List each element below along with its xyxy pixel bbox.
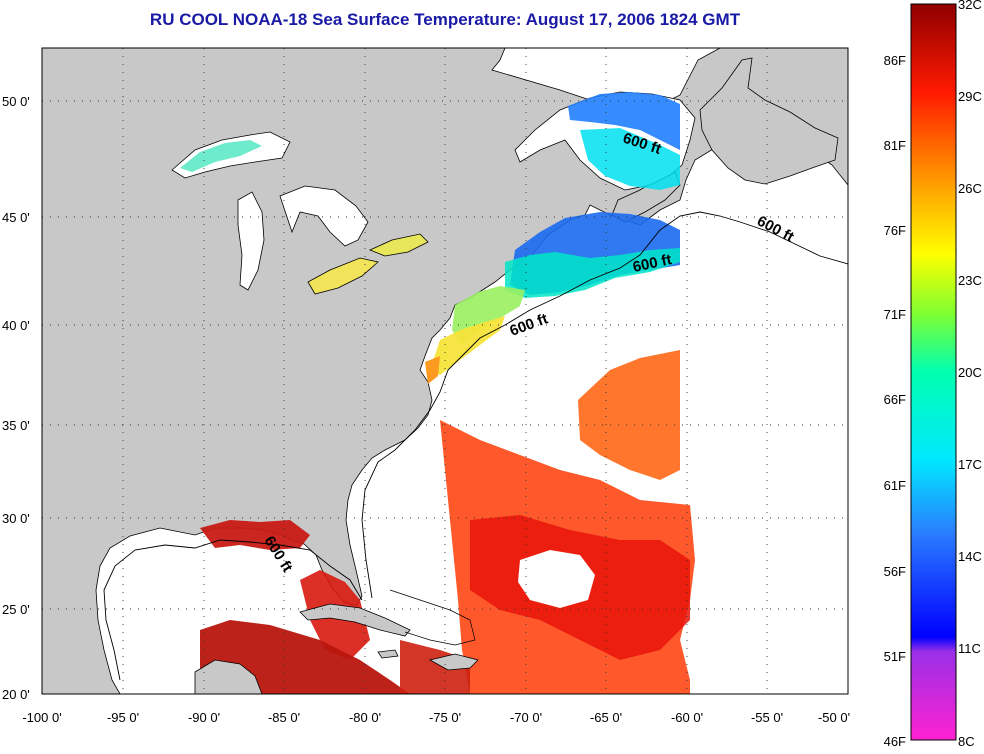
colorbar-f-label: 71F bbox=[884, 307, 906, 322]
lat-tick-label: 30 0' bbox=[2, 511, 30, 526]
lon-tick-label: -80 0' bbox=[349, 710, 381, 725]
lon-tick-label: -95 0' bbox=[107, 710, 139, 725]
sst-cloud-gap-north bbox=[470, 350, 578, 420]
colorbar-c-label: 11C bbox=[958, 641, 981, 656]
lat-tick-label: 45 0' bbox=[2, 210, 30, 225]
lake-huron bbox=[279, 185, 369, 247]
lake-ontario bbox=[368, 233, 429, 257]
colorbar-c-label: 32C bbox=[958, 0, 982, 12]
sst-st-lawrence-cyan bbox=[580, 128, 680, 190]
isobath-atlantic-line bbox=[361, 211, 848, 599]
lake-erie bbox=[307, 257, 379, 295]
sst-cloud-gap-sargasso bbox=[518, 550, 595, 608]
lon-tick-label: -85 0' bbox=[268, 710, 300, 725]
isobath-gulf-line bbox=[103, 539, 363, 681]
sst-chesapeake-orange bbox=[425, 356, 440, 384]
colorbar-fahrenheit-labels: 46F 51F 56F 61F 66F 71F 76F 81F 86F bbox=[884, 53, 906, 749]
lake-superior-sst bbox=[180, 140, 262, 172]
sst-gulf-st-lawrence bbox=[568, 92, 680, 150]
latitude-axis: 20 0' 25 0' 30 0' 35 0' 40 0' 45 0' 50 0… bbox=[2, 94, 30, 702]
colorbar-f-label: 66F bbox=[884, 392, 906, 407]
colorbar-c-label: 14C bbox=[958, 549, 982, 564]
lat-tick-label: 50 0' bbox=[2, 94, 30, 109]
map-title: RU COOL NOAA-18 Sea Surface Temperature:… bbox=[149, 10, 741, 29]
longitude-axis: -100 0' -95 0' -90 0' -85 0' -80 0' -75 … bbox=[22, 710, 850, 725]
yucatan-land bbox=[194, 659, 263, 694]
lon-tick-label: -90 0' bbox=[188, 710, 220, 725]
isobath-caribbean-line bbox=[389, 589, 476, 646]
colorbar-c-label: 20C bbox=[958, 365, 982, 380]
lat-tick-label: 35 0' bbox=[2, 418, 30, 433]
cuba-land bbox=[299, 603, 411, 637]
colorbar-c-label: 23C bbox=[958, 273, 982, 288]
lon-tick-label: -100 0' bbox=[22, 710, 61, 725]
sst-gulf-of-maine-cyan bbox=[505, 248, 680, 298]
colorbar-f-label: 61F bbox=[884, 478, 906, 493]
colorbar-f-label: 81F bbox=[884, 138, 906, 153]
colorbar-f-label: 46F bbox=[884, 734, 906, 749]
lat-tick-label: 20 0' bbox=[2, 687, 30, 702]
colorbar-c-label: 17C bbox=[958, 457, 982, 472]
lon-tick-label: -65 0' bbox=[590, 710, 622, 725]
colorbar-f-label: 51F bbox=[884, 649, 906, 664]
lat-tick-label: 40 0' bbox=[2, 318, 30, 333]
colorbar-f-label: 86F bbox=[884, 53, 906, 68]
colorbar-f-label: 76F bbox=[884, 223, 906, 238]
lat-tick-label: 25 0' bbox=[2, 602, 30, 617]
hispaniola-land bbox=[428, 653, 479, 671]
jamaica-land bbox=[377, 649, 399, 659]
colorbar-celsius-labels: 8C 11C 14C 17C 20C 23C 26C 29C 32C bbox=[958, 0, 982, 749]
lon-tick-label: -55 0' bbox=[751, 710, 783, 725]
sst-atlantic-orange-upper bbox=[578, 350, 680, 480]
sst-gulf-northern-coast bbox=[200, 520, 310, 550]
colorbar-c-label: 26C bbox=[958, 181, 982, 196]
colorbar-c-label: 29C bbox=[958, 89, 982, 104]
newfoundland-land bbox=[699, 57, 839, 185]
lon-tick-label: -60 0' bbox=[671, 710, 703, 725]
colorbar-f-label: 56F bbox=[884, 564, 906, 579]
lon-tick-label: -75 0' bbox=[429, 710, 461, 725]
sst-mid-atlantic-yellow bbox=[430, 316, 505, 375]
lake-michigan bbox=[237, 191, 265, 291]
sst-caribbean-east bbox=[400, 640, 470, 694]
lon-tick-label: -50 0' bbox=[818, 710, 850, 725]
colorbar-c-label: 8C bbox=[958, 734, 975, 749]
lon-tick-label: -70 0' bbox=[510, 710, 542, 725]
colorbar bbox=[910, 3, 957, 741]
